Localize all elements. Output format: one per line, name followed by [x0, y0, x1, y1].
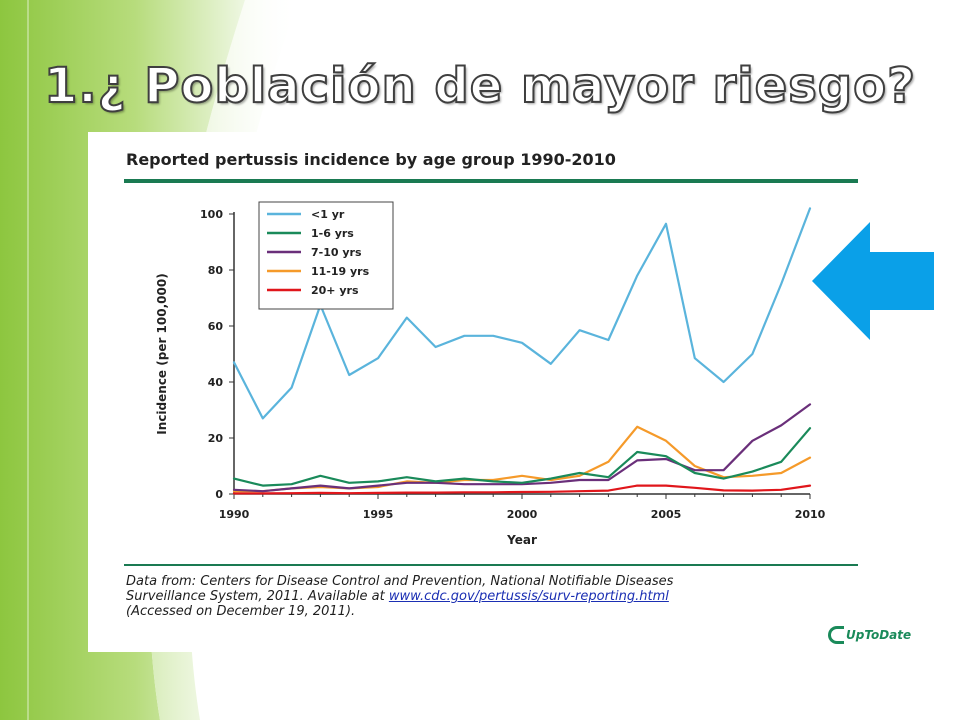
chart-figure: Reported pertussis incidence by age grou… [88, 132, 944, 652]
y-tick-label: 60 [208, 320, 224, 333]
uptodate-mark-icon [828, 626, 844, 644]
y-axis-label: Incidence (per 100,000) [155, 273, 169, 434]
y-tick-label: 20 [208, 432, 224, 445]
x-tick-label: 1995 [363, 508, 394, 521]
legend-label: <1 yr [311, 208, 345, 221]
line-chart: 0 20 40 60 80 100 1990 1995 2000 2005 2010 Year Inci… [155, 201, 826, 547]
x-axis-label: Year [506, 533, 537, 547]
y-tick-label: 0 [215, 488, 223, 501]
y-tick-label: 80 [208, 264, 224, 277]
series-line-7-10-yrs [232, 403, 812, 493]
series-line-20-yrs [232, 484, 812, 495]
x-tick-label: 1990 [219, 508, 250, 521]
legend-label: 1-6 yrs [311, 227, 354, 240]
series-line-1-6-yrs [232, 427, 812, 487]
source-divider [124, 564, 858, 566]
chart-series [232, 207, 812, 495]
slide-title: 1.¿ Población de mayor riesgo? [43, 57, 916, 115]
chart-axes: 0 20 40 60 80 100 1990 1995 2000 2005 2010 Year Inci… [155, 208, 826, 547]
x-tick-label: 2010 [795, 508, 826, 521]
x-tick-label: 2005 [651, 508, 682, 521]
chart-legend: <1 yr 1-6 yrs 7-10 yrs 11-19 yrs 20+ yrs [258, 201, 394, 310]
source-citation: Data from: Centers for Disease Control a… [126, 574, 846, 619]
source-line-1: Data from: Centers for Disease Control a… [126, 574, 674, 589]
series-line--1-yr [232, 207, 812, 420]
source-line-2: Surveillance System, 2011. Available at [126, 589, 385, 604]
y-tick-label: 100 [200, 208, 223, 221]
x-tick-label: 2000 [507, 508, 538, 521]
title-divider [124, 179, 858, 183]
series-line-11-19-yrs [232, 425, 812, 493]
source-link[interactable]: www.cdc.gov/pertussis/surv-reporting.htm… [388, 589, 669, 604]
legend-label: 20+ yrs [311, 284, 359, 297]
uptodate-logo: UpToDate [828, 622, 918, 648]
left-arrow-icon [812, 222, 934, 340]
uptodate-logo-text: UpToDate [846, 628, 912, 642]
y-tick-label: 40 [208, 376, 224, 389]
legend-label: 7-10 yrs [311, 246, 362, 259]
chart-title: Reported pertussis incidence by age grou… [126, 150, 616, 169]
legend-label: 11-19 yrs [311, 265, 370, 278]
source-line-3: (Accessed on December 19, 2011). [126, 604, 356, 619]
